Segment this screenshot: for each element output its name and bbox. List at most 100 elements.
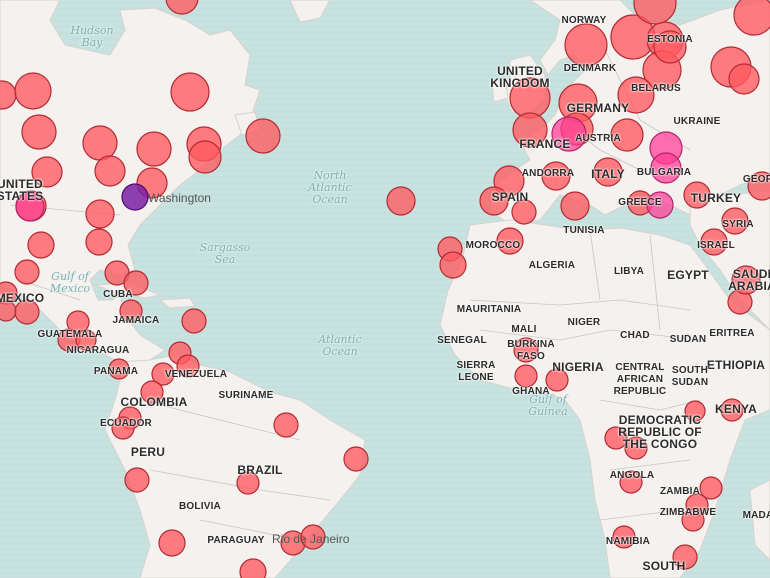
map-marker-highlight[interactable]: [15, 192, 45, 222]
label-angola: ANGOLA: [609, 470, 655, 481]
map-marker[interactable]: [343, 446, 369, 472]
map-marker[interactable]: [513, 337, 539, 363]
map-marker-highlight[interactable]: [650, 152, 682, 184]
map-marker[interactable]: [119, 299, 143, 323]
map-marker[interactable]: [85, 228, 113, 256]
label-colombia: COLOMBIA: [120, 395, 188, 409]
label-libya: LIBYA: [613, 266, 645, 277]
map-marker[interactable]: [721, 207, 749, 235]
map-marker[interactable]: [245, 118, 281, 154]
map-marker[interactable]: [386, 186, 416, 216]
map-marker[interactable]: [683, 181, 711, 209]
map-marker[interactable]: [512, 112, 548, 148]
map-marker[interactable]: [181, 308, 207, 334]
map-marker[interactable]: [108, 358, 130, 380]
map-marker[interactable]: [604, 426, 628, 450]
map-marker[interactable]: [21, 114, 57, 150]
map-marker[interactable]: [158, 529, 186, 557]
label-bulgaria: BULGARIA: [636, 167, 692, 178]
map-marker[interactable]: [564, 23, 608, 67]
map-marker-highlight[interactable]: [551, 116, 587, 152]
map-marker[interactable]: [672, 544, 698, 570]
land-hispaniola: [158, 297, 196, 309]
map-marker[interactable]: [27, 231, 55, 259]
map-marker-selected[interactable]: [121, 183, 149, 211]
map-marker[interactable]: [699, 476, 723, 500]
label-mexico: MEXICO: [0, 291, 45, 305]
map-marker[interactable]: [747, 171, 770, 201]
label-austria: AUSTRIA: [575, 133, 621, 144]
label-suriname: SURINAME: [218, 390, 274, 401]
map-marker[interactable]: [619, 470, 643, 494]
label-panama: PANAMA: [93, 366, 139, 377]
map-marker[interactable]: [124, 467, 150, 493]
label-burkina: BURKINA FASO: [507, 339, 555, 362]
map-marker[interactable]: [123, 270, 149, 296]
label-north-atlantic: North Atlantic Ocean: [308, 169, 352, 206]
map-marker[interactable]: [610, 118, 644, 152]
map-marker[interactable]: [545, 368, 569, 392]
map-marker[interactable]: [733, 0, 770, 36]
map-marker[interactable]: [633, 0, 677, 25]
label-sierra-leone: SIERRA LEONE: [456, 360, 496, 383]
label-gulf-guinea: Gulf of Guinea: [528, 393, 568, 418]
map-marker[interactable]: [541, 161, 571, 191]
map-marker[interactable]: [14, 72, 52, 110]
map-marker[interactable]: [439, 251, 467, 279]
label-greece: GREECE: [618, 197, 662, 208]
map-marker[interactable]: [188, 140, 222, 174]
map-marker[interactable]: [511, 199, 537, 225]
map-marker[interactable]: [700, 228, 728, 256]
map-marker[interactable]: [728, 63, 760, 95]
map-marker[interactable]: [85, 199, 115, 229]
map-marker[interactable]: [681, 508, 705, 532]
map-marker[interactable]: [684, 400, 706, 422]
map-marker[interactable]: [612, 525, 636, 549]
label-algeria: ALGERIA: [528, 260, 576, 271]
map-marker[interactable]: [496, 227, 524, 255]
map-marker[interactable]: [273, 412, 299, 438]
label-namibia: NAMIBIA: [605, 536, 651, 547]
map-marker[interactable]: [236, 471, 260, 495]
map-marker[interactable]: [560, 191, 590, 221]
map-marker-highlight[interactable]: [646, 191, 674, 219]
map-marker[interactable]: [75, 329, 97, 351]
label-spain: SPAIN: [491, 190, 529, 204]
map-marker[interactable]: [14, 299, 40, 325]
land-south-america: [104, 354, 366, 578]
map-marker[interactable]: [165, 0, 199, 15]
label-guatemala: GUATEMALA: [37, 329, 103, 340]
map-marker[interactable]: [239, 558, 267, 578]
map-marker[interactable]: [94, 155, 126, 187]
map-marker[interactable]: [593, 157, 623, 187]
map-marker[interactable]: [653, 30, 687, 64]
map-marker[interactable]: [720, 398, 744, 422]
map-marker[interactable]: [731, 265, 761, 295]
label-south-africa: SOUTH: [642, 559, 686, 573]
map-marker[interactable]: [170, 72, 210, 112]
map-marker[interactable]: [624, 436, 648, 460]
map-marker[interactable]: [617, 76, 655, 114]
label-georgia: GEOR: [742, 174, 770, 185]
label-kenya: KENYA: [715, 402, 757, 416]
map-marker[interactable]: [176, 354, 200, 378]
map-marker[interactable]: [300, 524, 326, 550]
map-marker[interactable]: [31, 156, 63, 188]
map-marker[interactable]: [140, 380, 164, 404]
map-marker[interactable]: [514, 364, 538, 388]
map-marker[interactable]: [136, 131, 172, 167]
map-marker[interactable]: [479, 186, 509, 216]
label-atlantic: Atlantic Ocean: [318, 333, 362, 358]
label-eritrea: ERITREA: [709, 328, 755, 339]
label-hudson-bay: Hudson Bay: [70, 24, 114, 49]
map-marker[interactable]: [82, 125, 118, 161]
map-marker[interactable]: [151, 362, 175, 386]
map-marker[interactable]: [111, 416, 135, 440]
land-madagascar: [749, 479, 770, 561]
land-greenland: [289, 0, 331, 23]
map-marker[interactable]: [14, 259, 40, 285]
label-mali: MALI: [511, 324, 537, 335]
